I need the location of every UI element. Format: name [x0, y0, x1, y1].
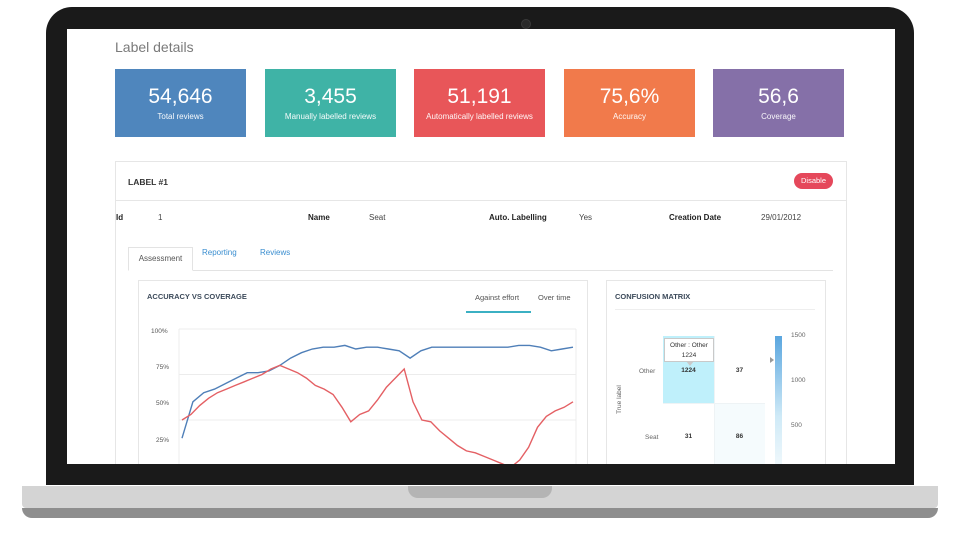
- accuracy-line-chart: 100% 75% 50% 25%: [151, 328, 577, 464]
- tab-divider: [128, 270, 833, 271]
- matrix-cell-seat-seat[interactable]: 86: [714, 403, 765, 464]
- series-line-coverage: [181, 344, 574, 439]
- accuracy-card-title: ACCURACY VS COVERAGE: [147, 292, 247, 301]
- kpi-manually-labelled: 3,455 Manually labelled reviews: [265, 69, 396, 137]
- kpi-value: 51,191: [447, 85, 512, 108]
- field-name-key: Name: [308, 213, 330, 222]
- cell-value: 86: [735, 433, 744, 440]
- color-scale-pointer-icon: [770, 357, 774, 363]
- tooltip-title: Other : Other: [670, 342, 708, 349]
- matrix-cell-other-seat[interactable]: 37: [714, 336, 765, 403]
- confusion-card: CONFUSION MATRIX True label Other Seat 1…: [606, 280, 826, 464]
- matrix-cell-seat-other[interactable]: 31: [663, 403, 714, 464]
- accuracy-card: ACCURACY VS COVERAGE Against effort Over…: [138, 280, 588, 464]
- matrix-ylabel: True label: [615, 385, 623, 414]
- cell-tooltip: Other : Other 1224: [664, 338, 714, 366]
- tick-label-75: 75%: [156, 364, 169, 371]
- field-auto-labelling-key: Auto. Labelling: [489, 213, 547, 222]
- toggle-against-effort[interactable]: Against effort: [475, 293, 520, 302]
- toggle-over-time[interactable]: Over time: [538, 293, 571, 302]
- kpi-label: Manually labelled reviews: [284, 112, 377, 121]
- kpi-label: Coverage: [761, 112, 796, 121]
- kpi-accuracy: 75,6% Accuracy: [564, 69, 695, 137]
- field-auto-labelling-value: Yes: [579, 213, 593, 222]
- series-line-accuracy: [181, 364, 574, 464]
- kpi-label: Accuracy: [613, 112, 646, 121]
- kpi-label: Automatically labelled reviews: [426, 112, 533, 121]
- matrix-gridline: [714, 336, 715, 464]
- tab-reporting[interactable]: Reporting: [202, 248, 237, 257]
- row-label-other: Other: [639, 368, 656, 375]
- kpi-total-reviews: 54,646 Total reviews: [115, 69, 246, 137]
- kpi-value: 56,6: [758, 85, 799, 108]
- label-title: LABEL #1: [128, 177, 168, 187]
- label-panel: LABEL #1 Disable Id 1 Name Seat Auto. La…: [115, 161, 847, 464]
- field-creation-date-value: 29/01/2012: [761, 213, 802, 222]
- laptop-notch: [408, 486, 552, 498]
- camera: [521, 19, 531, 29]
- color-scale-bar: [775, 336, 782, 464]
- cell-value: 37: [735, 367, 744, 374]
- matrix-gridline: [663, 403, 765, 404]
- page-title: Label details: [115, 39, 194, 55]
- scale-tick-500: 500: [791, 422, 802, 429]
- field-name-value: Seat: [369, 213, 386, 222]
- tick-label-50: 50%: [156, 400, 169, 407]
- confusion-title-divider: [615, 309, 815, 310]
- field-creation-date-key: Creation Date: [669, 213, 722, 222]
- tick-label-25: 25%: [156, 437, 169, 444]
- scale-tick-1000: 1000: [791, 377, 806, 384]
- scale-tick-1500: 1500: [791, 332, 806, 339]
- kpi-label: Total reviews: [157, 112, 204, 121]
- tab-reviews[interactable]: Reviews: [260, 248, 291, 257]
- tab-assessment[interactable]: Assessment: [128, 247, 193, 271]
- kpi-value: 54,646: [148, 85, 213, 108]
- laptop-base-bottom: [22, 508, 938, 518]
- kpi-value: 3,455: [304, 85, 357, 108]
- tooltip-value: 1224: [681, 352, 697, 359]
- disable-button[interactable]: Disable: [794, 173, 833, 189]
- cell-value: 1224: [681, 367, 696, 374]
- tick-label-100: 100%: [151, 328, 168, 335]
- kpi-coverage: 56,6 Coverage: [713, 69, 844, 137]
- panel-header: LABEL #1 Disable: [116, 162, 846, 201]
- kpi-auto-labelled: 51,191 Automatically labelled reviews: [414, 69, 545, 137]
- cell-value: 31: [684, 433, 693, 440]
- field-id-value: 1: [158, 213, 163, 222]
- screen: Label details 54,646 Total reviews 3,455…: [67, 29, 895, 464]
- confusion-card-title: CONFUSION MATRIX: [615, 292, 691, 301]
- row-label-seat: Seat: [645, 434, 659, 441]
- kpi-value: 75,6%: [599, 85, 660, 108]
- field-id-key: Id: [116, 213, 124, 222]
- toggle-active-underline: [466, 311, 531, 313]
